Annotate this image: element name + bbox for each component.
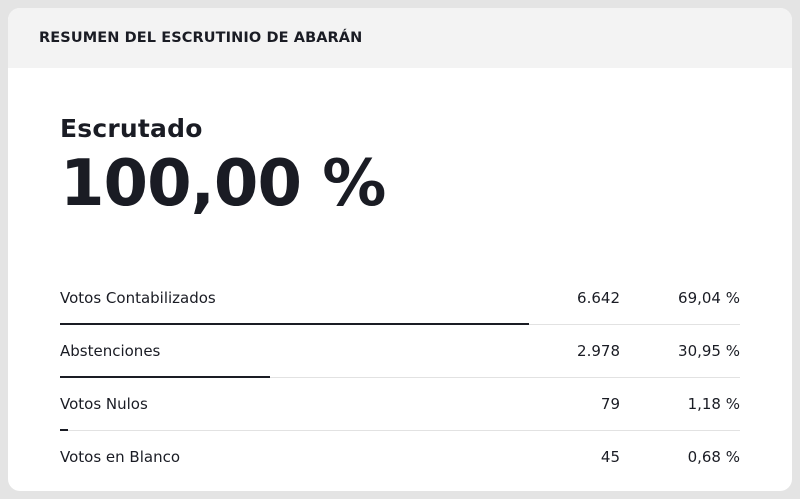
vote-row-label: Votos en Blanco — [60, 448, 180, 466]
vote-row-progress-bar — [60, 323, 530, 325]
vote-row-nulos: Votos Nulos 79 1,18 % — [60, 378, 740, 431]
vote-row-percent: 30,95 % — [678, 342, 740, 360]
vote-row-count: 45 — [600, 448, 620, 466]
vote-row-percent: 69,04 % — [678, 289, 740, 307]
scrutiny-summary: Escrutado 100,00 % — [8, 68, 792, 219]
vote-row-percent: 0,68 % — [687, 448, 740, 466]
vote-row-divider — [60, 377, 740, 378]
vote-row-count: 6.642 — [577, 289, 620, 307]
vote-row-divider — [60, 430, 740, 431]
vote-row-abstenciones: Abstenciones 2.978 30,95 % — [60, 325, 740, 378]
vote-row-count: 2.978 — [577, 342, 620, 360]
card-title: RESUMEN DEL ESCRUTINIO DE ABARÁN — [39, 30, 363, 46]
vote-row-label: Abstenciones — [60, 342, 161, 360]
vote-row-count: 79 — [600, 395, 620, 413]
scrutiny-percentage: 100,00 % — [60, 147, 386, 221]
vote-row-progress-bar — [60, 376, 271, 378]
vote-row-percent: 1,18 % — [687, 395, 740, 413]
results-summary-card: RESUMEN DEL ESCRUTINIO DE ABARÁN Escruta… — [8, 8, 792, 491]
vote-row-contabilizados: Votos Contabilizados 6.642 69,04 % — [60, 272, 740, 325]
vote-row-label: Votos Nulos — [60, 395, 148, 413]
card-header: RESUMEN DEL ESCRUTINIO DE ABARÁN — [8, 8, 792, 68]
vote-row-progress-bar — [60, 429, 69, 431]
scrutiny-label: Escrutado — [60, 114, 203, 143]
vote-breakdown-list: Votos Contabilizados 6.642 69,04 % Abste… — [60, 272, 740, 484]
vote-row-label: Votos Contabilizados — [60, 289, 216, 307]
vote-row-blanco: Votos en Blanco 45 0,68 % — [60, 431, 740, 484]
